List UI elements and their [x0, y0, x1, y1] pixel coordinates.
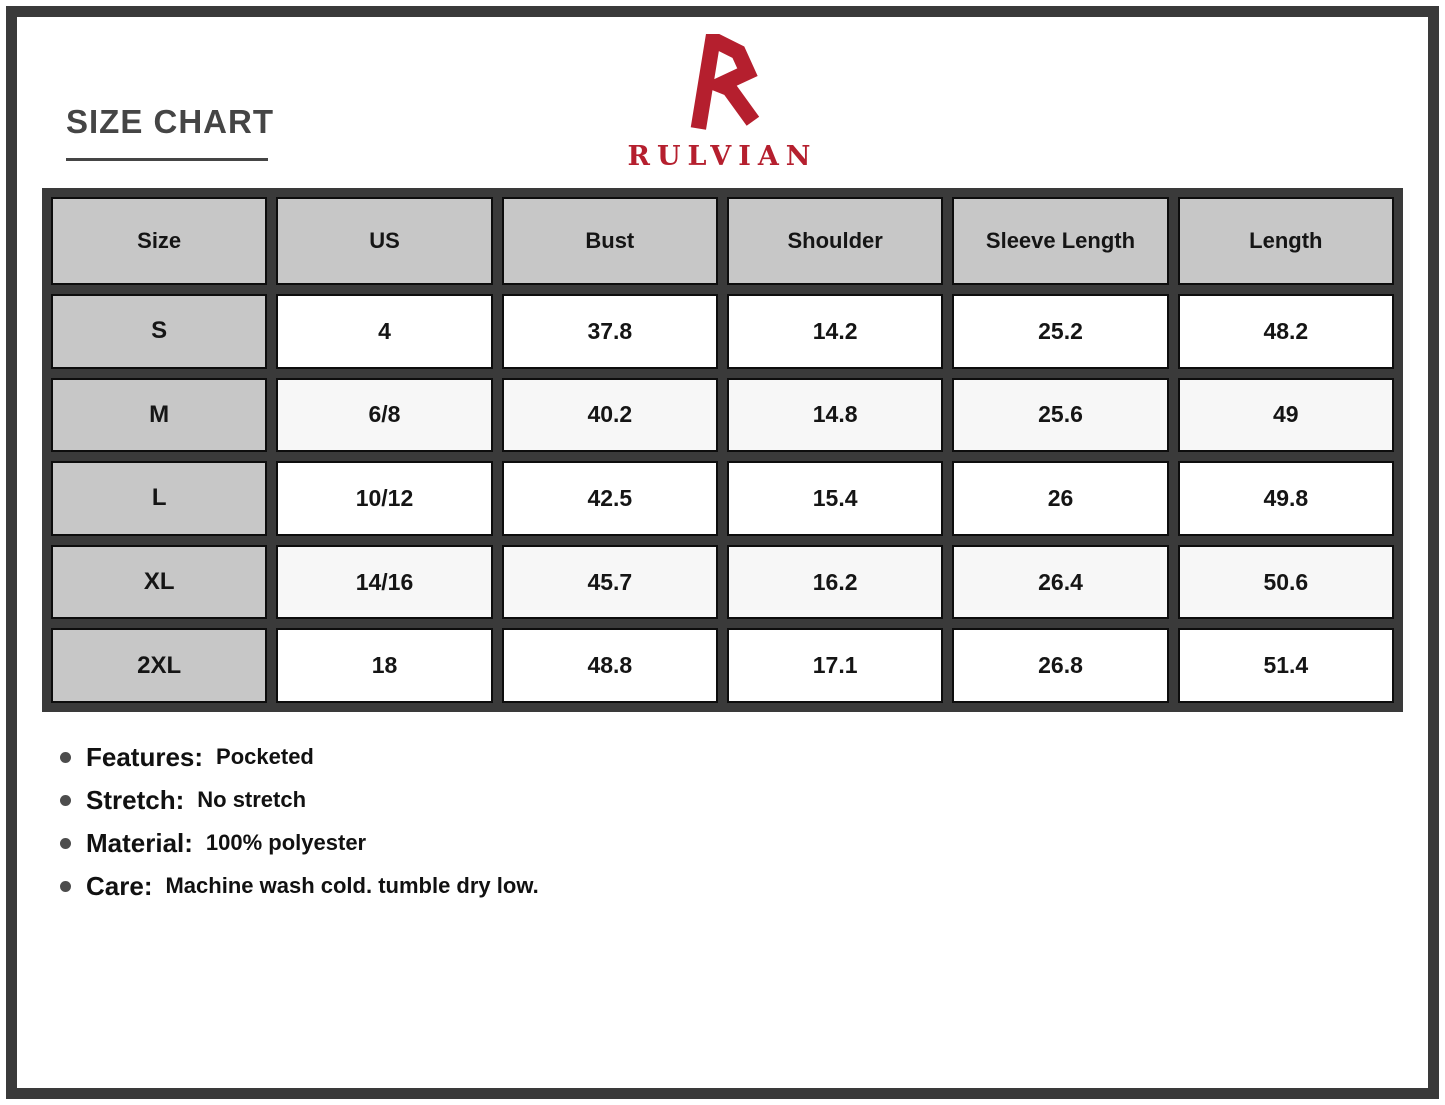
data-cell: 17.1: [726, 628, 944, 703]
detail-label: Material:: [86, 828, 193, 858]
brand-name: RULVIAN: [627, 141, 818, 172]
data-cell: 18: [276, 628, 493, 703]
brand-r-logo-icon: [676, 27, 768, 139]
header-cell: Sleeve Length: [952, 197, 1169, 285]
header-cell: Length: [1177, 197, 1394, 285]
detail-item: Features: Pocketed: [60, 742, 539, 772]
data-cell: 16.2: [726, 544, 944, 620]
data-cell: 40.2: [501, 377, 718, 453]
data-cell: 14.2: [726, 294, 944, 369]
data-cell: 51.4: [1177, 628, 1394, 703]
data-cell: 4: [276, 294, 493, 369]
data-cell: 10/12: [276, 461, 493, 536]
page-title: SIZE CHART: [66, 103, 274, 140]
bullet-dot-icon: [60, 794, 71, 806]
size-cell: S: [51, 294, 268, 369]
data-cell: 49.8: [1177, 461, 1394, 536]
data-cell: 26: [952, 461, 1169, 536]
header-cell: Shoulder: [726, 197, 944, 285]
detail-value: No stretch: [197, 787, 307, 812]
size-cell: L: [51, 461, 268, 536]
detail-value: Pocketed: [216, 744, 314, 769]
data-cell: 37.8: [501, 294, 718, 369]
detail-label: Stretch:: [86, 785, 185, 815]
data-cell: 6/8: [276, 377, 493, 453]
size-cell: XL: [51, 544, 268, 620]
detail-label: Care:: [86, 871, 153, 901]
data-cell: 42.5: [501, 461, 718, 536]
data-cell: 25.2: [952, 294, 1169, 369]
size-cell: M: [51, 377, 268, 453]
data-cell: 50.6: [1177, 544, 1394, 620]
header-cell: Size: [51, 197, 268, 285]
data-cell: 49: [1177, 377, 1394, 453]
data-cell: 15.4: [726, 461, 944, 536]
size-chart-table: Size US Bust Shoulder Sleeve Length Length S 4 3…: [42, 188, 1403, 712]
data-cell: 14.8: [726, 377, 944, 453]
data-cell: 45.7: [501, 544, 718, 620]
detail-item: Care: Machine wash cold. tumble dry low.: [60, 871, 539, 901]
detail-value: Machine wash cold. tumble dry low.: [165, 873, 539, 898]
data-cell: 14/16: [276, 544, 493, 620]
data-cell: 48.2: [1177, 294, 1394, 369]
data-cell: 25.6: [952, 377, 1169, 453]
bullet-dot-icon: [60, 837, 71, 849]
data-cell: 26.4: [952, 544, 1169, 620]
header-cell: Bust: [501, 197, 718, 285]
detail-value: 100% polyester: [205, 830, 367, 855]
detail-label: Features:: [86, 742, 204, 772]
bullet-dot-icon: [60, 751, 71, 763]
detail-item: Stretch: No stretch: [60, 785, 539, 815]
data-cell: 48.8: [501, 628, 718, 703]
data-cell: 26.8: [952, 628, 1169, 703]
brand-block: RULVIAN: [627, 27, 818, 172]
size-cell: 2XL: [51, 628, 268, 703]
title-underline: [66, 158, 268, 161]
bullet-dot-icon: [60, 880, 71, 892]
header-cell: US: [276, 197, 493, 285]
detail-item: Material: 100% polyester: [60, 828, 539, 858]
product-details-list: Features: Pocketed Stretch: No stretch Mater…: [60, 742, 539, 914]
